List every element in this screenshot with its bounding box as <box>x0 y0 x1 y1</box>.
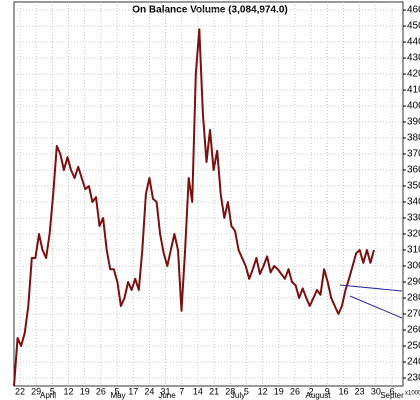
y-tick-label: 440 <box>407 37 420 48</box>
x-tick-label: 7 <box>179 386 184 396</box>
x-tick-label: 31 <box>161 386 171 396</box>
y-tick-label: 300 <box>407 261 420 272</box>
x-tick-label: 12 <box>258 386 268 396</box>
x-tick-label: 26 <box>96 386 106 396</box>
x-tick-label: 6 <box>389 386 394 396</box>
y-tick-label: 370 <box>407 149 420 160</box>
x-tick-label: 28 <box>225 386 235 396</box>
x-tick-label: 29 <box>31 386 41 396</box>
month-label: June <box>158 391 176 400</box>
y-tick-label: 330 <box>407 213 420 224</box>
y-tick-label: 270 <box>407 309 420 320</box>
x-tick-label: 24 <box>144 386 154 396</box>
y-tick-label: 230 <box>407 373 420 384</box>
y-tick-label: 280 <box>407 293 420 304</box>
y-tick-label: 310 <box>407 245 420 256</box>
x-tick-label: 16 <box>338 386 348 396</box>
x-tick-label: 5 <box>50 386 55 396</box>
y-tick-label: 380 <box>407 133 420 144</box>
x-tick-label: 14 <box>193 386 203 396</box>
month-label: April <box>40 391 56 400</box>
trend-line <box>339 284 403 292</box>
x-tick-label: 22 <box>15 386 25 396</box>
x-tick-label: 5 <box>115 386 120 396</box>
y-tick-label: 250 <box>407 341 420 352</box>
x-tick-label: 26 <box>290 386 300 396</box>
trend-channel <box>339 284 403 319</box>
month-label: May <box>110 391 125 400</box>
x-tick-label: 21 <box>209 386 219 396</box>
y-tick-label: 450 <box>407 21 420 32</box>
plot-frame <box>13 1 404 387</box>
x-tick-label: 9 <box>325 386 330 396</box>
y-tick-label: 460 <box>407 5 420 16</box>
trend-line <box>349 295 403 319</box>
month-label: July <box>231 391 245 400</box>
obv-line <box>13 28 375 387</box>
y-tick-label: 410 <box>407 85 420 96</box>
x-tick-label: 17 <box>128 386 138 396</box>
y-tick-label: 340 <box>407 197 420 208</box>
x-tick-label: 30 <box>371 386 381 396</box>
axis-unit: x1000 <box>405 391 420 397</box>
y-tick-label: 350 <box>407 181 420 192</box>
y-tick-label: 400 <box>407 101 420 112</box>
x-tick-label: 12 <box>64 386 74 396</box>
x-tick-label: 2 <box>309 386 314 396</box>
y-tick-label: 360 <box>407 165 420 176</box>
x-tick-label: 19 <box>80 386 90 396</box>
y-tick-label: 430 <box>407 53 420 64</box>
y-tick-label: 390 <box>407 117 420 128</box>
y-tick-label: 240 <box>407 357 420 368</box>
y-tick-label: 260 <box>407 325 420 336</box>
y-tick-label: 420 <box>407 69 420 80</box>
y-tick-label: 320 <box>407 229 420 240</box>
y-tick-label: 290 <box>407 277 420 288</box>
x-tick-label: 5 <box>244 386 249 396</box>
month-label: Septer <box>380 391 404 400</box>
x-tick-label: 19 <box>274 386 284 396</box>
x-tick-label: 23 <box>355 386 365 396</box>
month-label: August <box>306 391 332 400</box>
